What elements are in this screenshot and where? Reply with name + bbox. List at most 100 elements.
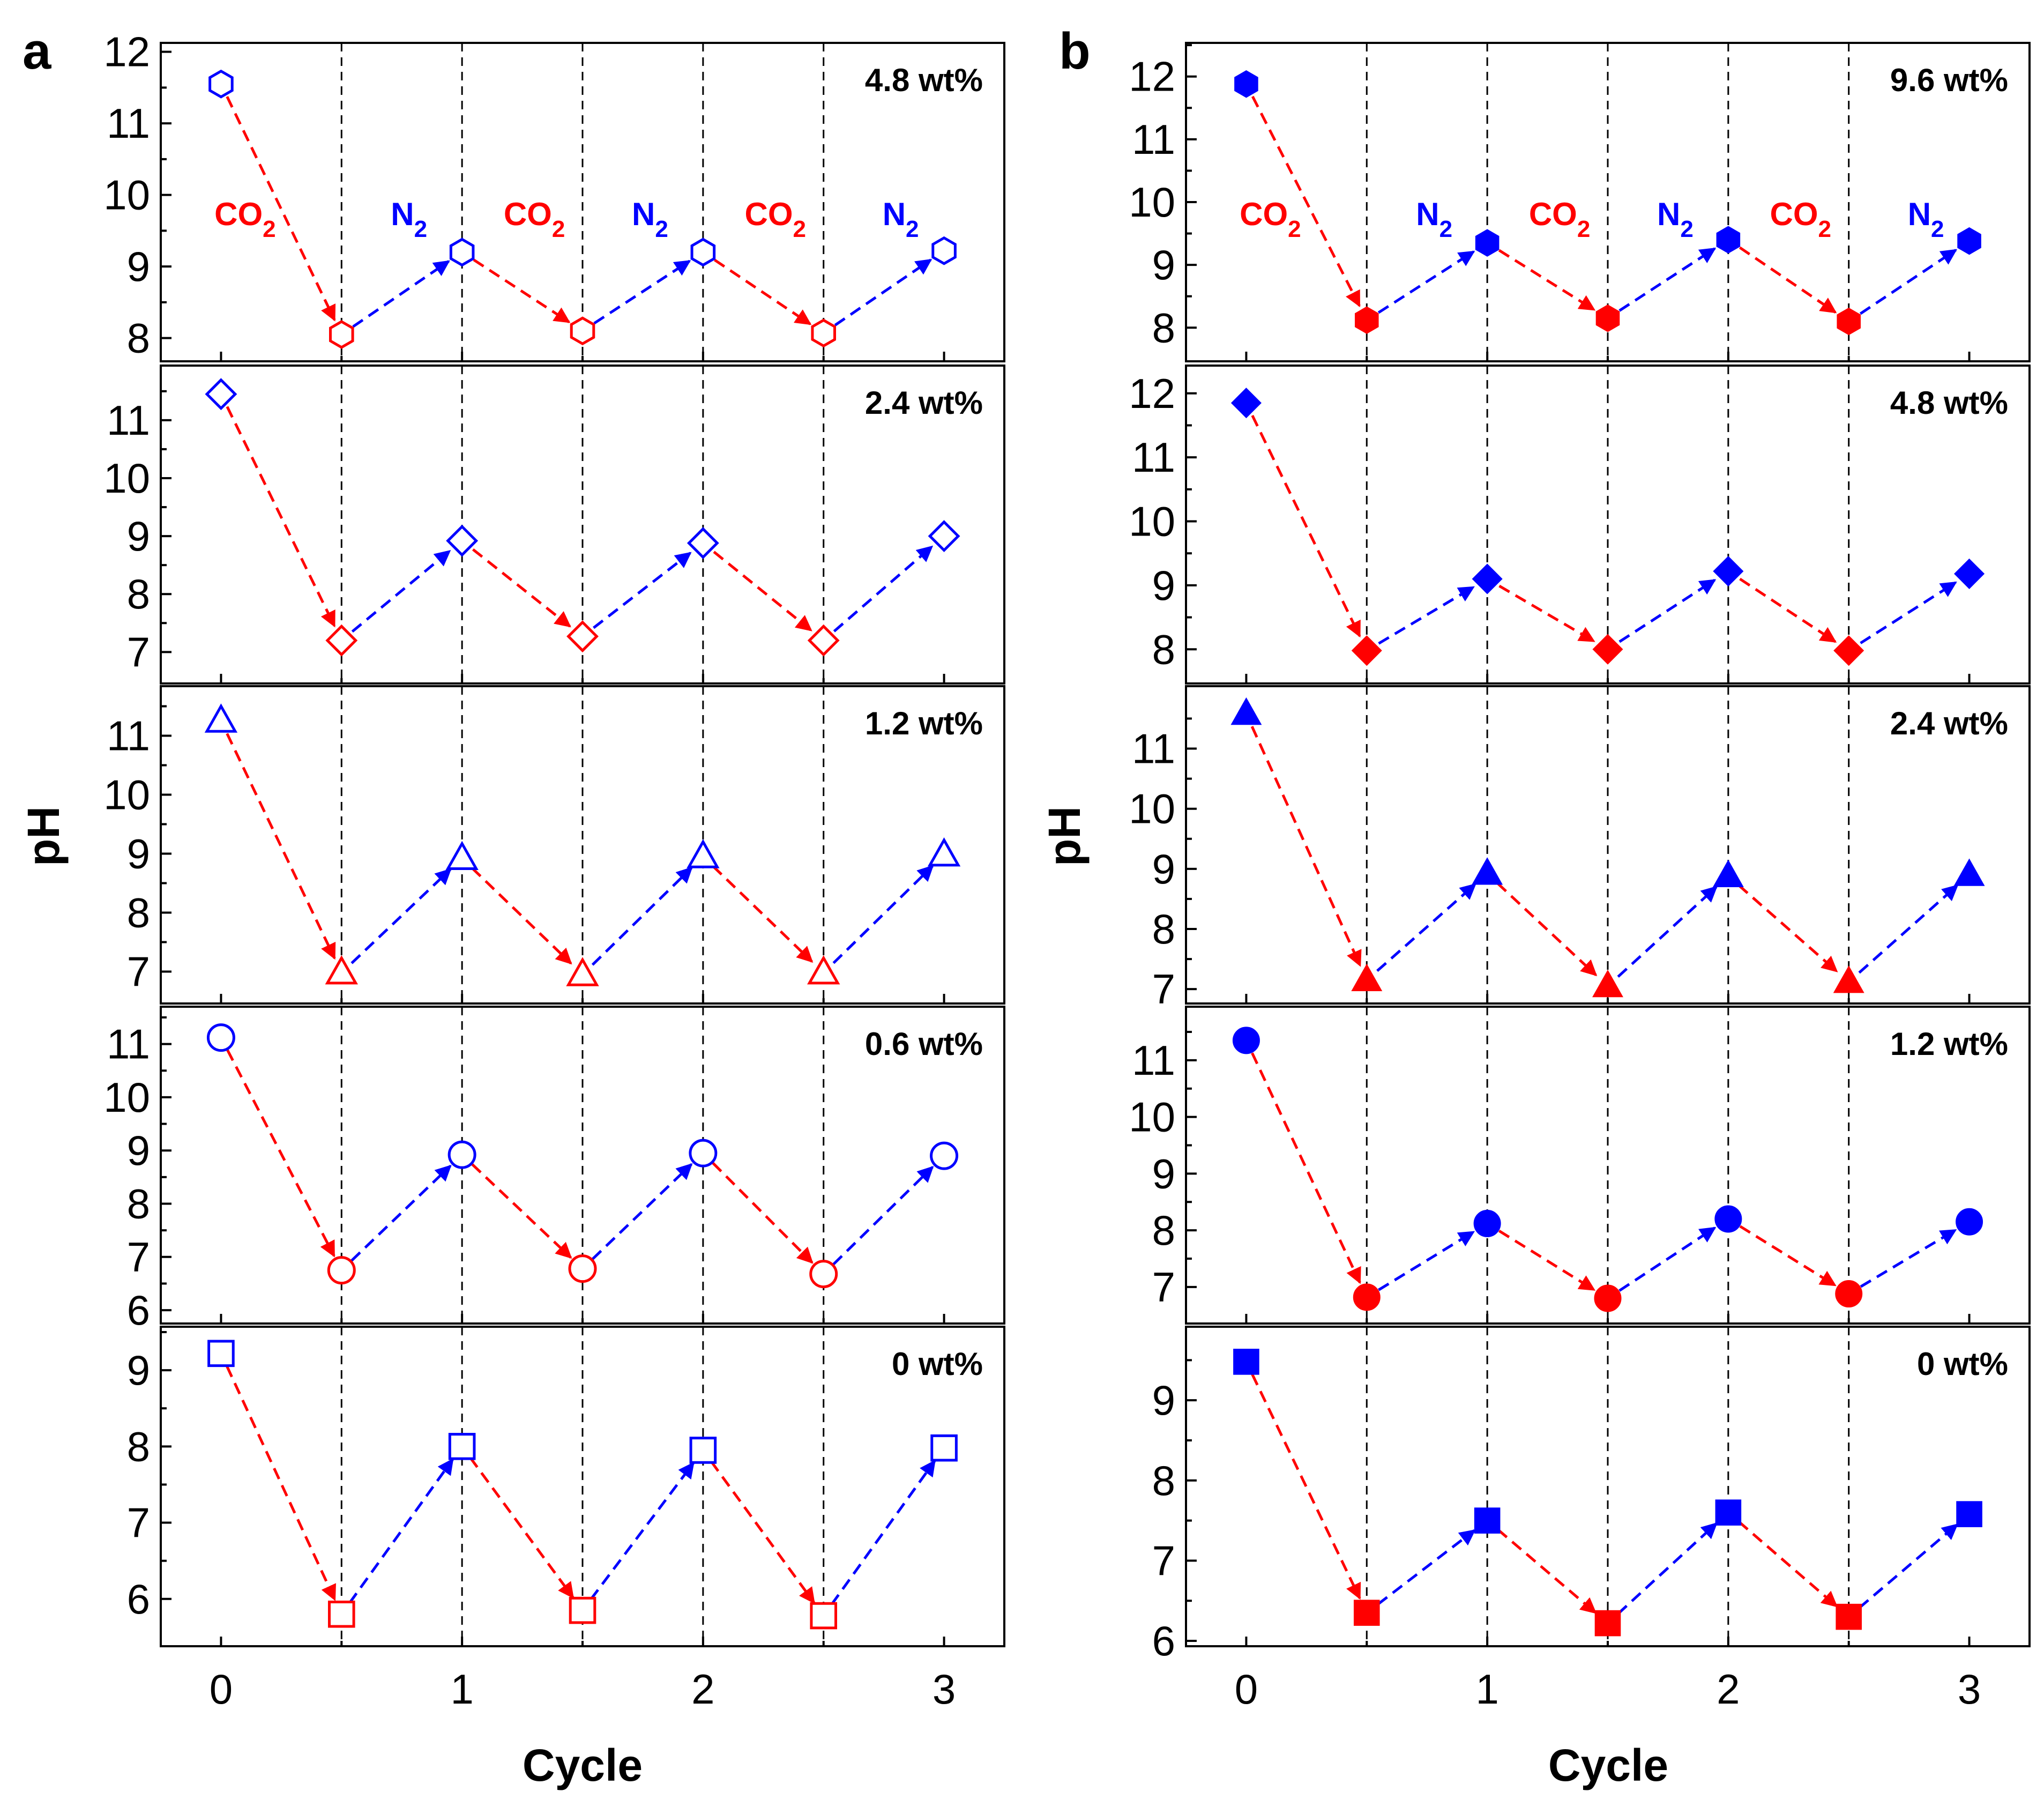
y-tick-label: 9 — [127, 1127, 150, 1174]
data-point-square — [569, 1596, 596, 1624]
data-point-diamond — [205, 378, 237, 411]
data-point-diamond — [566, 620, 599, 653]
data-point-square — [810, 1602, 838, 1630]
concentration-label: 9.6 wt% — [1890, 62, 2008, 98]
data-point-hexagon — [449, 237, 475, 267]
y-tick-label: 11 — [107, 100, 150, 147]
n2-transition-arrow — [593, 259, 691, 325]
concentration-label: 1.2 wt% — [1890, 1026, 2008, 1062]
co2-phase-label: CO2 — [214, 196, 275, 242]
data-point-diamond — [1592, 634, 1623, 665]
y-tick-label: 9 — [1152, 1150, 1175, 1197]
data-point-triangle — [1712, 859, 1744, 888]
data-point-square — [1836, 1603, 1862, 1630]
co2-transition-arrow — [469, 1456, 575, 1599]
y-tick-label: 11 — [1132, 1037, 1175, 1084]
data-point-triangle — [325, 955, 358, 985]
n2-transition-arrow — [1858, 884, 1959, 974]
concentration-label: 4.8 wt% — [1890, 385, 2008, 421]
concentration-label: 0 wt% — [892, 1346, 983, 1382]
data-point-hexagon — [1716, 226, 1741, 254]
co2-transition-arrow — [1498, 249, 1596, 311]
data-point-diamond — [1833, 635, 1864, 666]
subplot: 6 7 8 9 0 wt% — [1152, 1326, 2031, 1664]
y-tick-label: 6 — [1152, 1617, 1175, 1664]
y-tick-label: 10 — [1129, 1094, 1175, 1141]
n2-transition-arrow — [350, 1164, 452, 1262]
data-point-triangle — [1833, 965, 1864, 993]
n2-transition-arrow — [348, 1458, 454, 1604]
subplot: 7 8 9 10 11 1.2 wt% — [1129, 1006, 2031, 1325]
y-tick-label: 7 — [1152, 965, 1175, 1013]
x-tick-labels: 0 1 2 3 — [1235, 1666, 1981, 1713]
data-point-diamond — [1230, 388, 1262, 419]
data-point-triangle — [566, 957, 599, 986]
y-tick-label: 6 — [127, 1575, 150, 1623]
co2-transition-arrow — [1251, 414, 1361, 638]
n2-transition-arrow — [1860, 581, 1957, 644]
data-point-square — [1594, 1610, 1621, 1637]
data-point-triangle — [1230, 697, 1262, 725]
co2-transition-arrow — [1497, 1528, 1597, 1614]
n2-phase-label: N2 — [1908, 196, 1944, 242]
co2-transition-arrow — [471, 1163, 572, 1259]
n2-transition-arrow — [1377, 1529, 1476, 1605]
n2-transition-arrow — [1617, 886, 1718, 978]
x-tick-label: 1 — [1475, 1666, 1498, 1713]
y-tick-label: 7 — [127, 628, 150, 675]
co2-transition-arrow — [1251, 1373, 1361, 1600]
data-point-square — [1233, 1349, 1259, 1375]
co2-transition-arrow — [1498, 584, 1595, 643]
n2-transition-arrow — [1376, 883, 1476, 972]
n2-phase-label: N2 — [632, 196, 668, 242]
n2-transition-arrow — [832, 865, 934, 964]
n2-transition-arrow — [590, 1462, 695, 1600]
x-tick-label: 3 — [1958, 1666, 1981, 1713]
data-point-square — [448, 1433, 476, 1460]
concentration-label: 1.2 wt% — [865, 705, 983, 741]
subplot: 8 9 10 11 12 9.6 wt% CO2 N2 CO2 N2 CO2 N2 — [1129, 42, 2031, 362]
data-point-diamond — [446, 524, 479, 557]
data-point-circle — [1714, 1205, 1742, 1233]
data-point-triangle — [445, 841, 479, 870]
y-tick-label: 9 — [127, 512, 150, 560]
n2-transition-arrow — [1859, 249, 1958, 315]
data-point-square — [689, 1437, 717, 1464]
y-axis-title: pH — [1039, 806, 1090, 866]
y-tick-label: 8 — [127, 889, 150, 936]
x-tick-label: 2 — [691, 1666, 714, 1713]
n2-phase-label: N2 — [391, 196, 427, 242]
y-tick-label: 8 — [1152, 1457, 1175, 1504]
data-point-circle — [1835, 1280, 1863, 1308]
data-point-triangle — [807, 955, 840, 985]
data-point-diamond — [1472, 563, 1503, 594]
co2-transition-arrow — [226, 1049, 335, 1258]
panel-letter: a — [23, 23, 51, 80]
data-point-circle — [327, 1256, 356, 1285]
data-point-circle — [689, 1139, 718, 1168]
y-tick-label: 7 — [127, 1499, 150, 1547]
subplot: 7 8 9 10 11 1.2 wt% — [103, 685, 1005, 1005]
y-tick-label: 10 — [103, 172, 150, 219]
y-tick-label: 10 — [103, 455, 150, 502]
y-tick-label: 8 — [127, 570, 150, 618]
subplots: 8 9 10 11 12 4.8 wt% CO2 N2 CO2 N2 CO2 N2 7 8 9 10 11 2.4… — [103, 28, 1005, 1647]
data-point-triangle — [1351, 963, 1383, 992]
y-tick-label: 9 — [1152, 1377, 1175, 1424]
data-point-hexagon — [690, 237, 716, 267]
data-point-circle — [930, 1141, 959, 1170]
data-point-diamond — [1713, 556, 1744, 587]
subplot: 7 8 9 10 11 2.4 wt% — [1129, 685, 2031, 1013]
concentration-label: 2.4 wt% — [1890, 705, 2008, 741]
n2-transition-arrow — [350, 868, 452, 964]
co2-phase-label: CO2 — [1770, 196, 1831, 242]
y-tick-label: 9 — [127, 243, 150, 290]
y-tick-label: 6 — [127, 1287, 150, 1334]
y-tick-label: 10 — [1129, 785, 1175, 832]
co2-transition-arrow — [1496, 882, 1598, 977]
co2-phase-label: CO2 — [1240, 196, 1301, 242]
y-tick-label: 8 — [127, 1423, 150, 1470]
y-tick-label: 10 — [1129, 498, 1175, 545]
data-point-hexagon — [1837, 307, 1861, 336]
